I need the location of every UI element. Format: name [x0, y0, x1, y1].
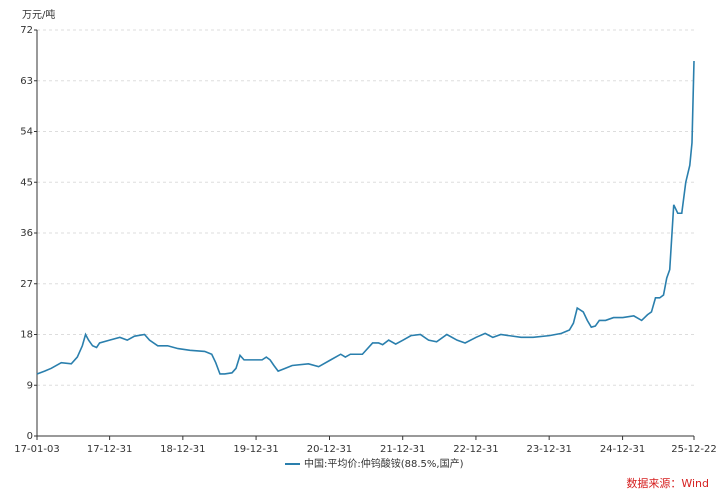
source: 数据来源：Wind	[626, 476, 709, 490]
legend-label: 中国:平均价:仲钨酸铵(88.5%,国产)	[304, 457, 464, 470]
x-tick-label: 17-12-31	[87, 444, 132, 455]
y-tick-label: 0	[27, 431, 33, 442]
line-series	[36, 60, 695, 375]
y-tick-label: 72	[20, 25, 33, 36]
y-tick-label: 54	[20, 127, 33, 138]
y-tick-label: 63	[20, 76, 33, 87]
y-tick-label: 45	[20, 177, 33, 188]
x-tick-label: 23-12-31	[526, 444, 571, 455]
x-tick-label: 19-12-31	[233, 444, 278, 455]
x-tick-label: 24-12-31	[600, 444, 645, 455]
x-tick-label: 17-01-03	[14, 444, 59, 455]
y-tick-label: 9	[27, 380, 33, 391]
y-tick-label: 18	[20, 330, 33, 341]
x-tick-label: 20-12-31	[307, 444, 352, 455]
x-tick-label: 25-12-22	[671, 444, 716, 455]
x-tick-label: 22-12-31	[453, 444, 498, 455]
x-tick-label: 18-12-31	[160, 444, 205, 455]
y-tick-label: 27	[20, 279, 33, 290]
y-axis-label: 万元/吨	[22, 8, 55, 21]
y-tick-label: 36	[20, 228, 33, 239]
x-tick-label: 21-12-31	[380, 444, 425, 455]
